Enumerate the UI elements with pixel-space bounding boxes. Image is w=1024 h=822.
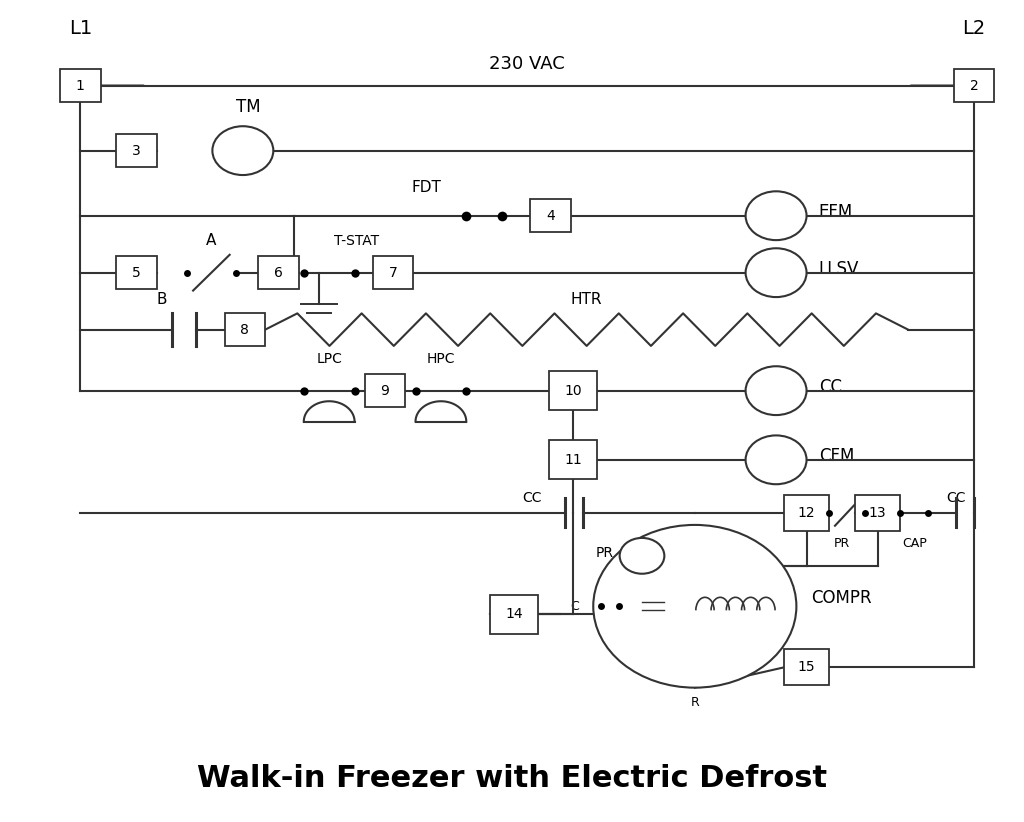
Text: LLSV: LLSV (819, 260, 859, 278)
Circle shape (745, 248, 807, 297)
Text: 7: 7 (389, 266, 397, 279)
Text: 12: 12 (798, 506, 815, 520)
Text: PR: PR (834, 537, 850, 550)
FancyBboxPatch shape (530, 200, 571, 232)
Text: LPC: LPC (316, 353, 342, 367)
Text: A: A (206, 233, 216, 248)
Text: 15: 15 (798, 660, 815, 674)
FancyBboxPatch shape (365, 374, 406, 407)
Circle shape (620, 538, 665, 574)
Text: R: R (690, 695, 699, 709)
FancyBboxPatch shape (116, 256, 157, 289)
Text: 2: 2 (970, 79, 979, 93)
Text: COMPR: COMPR (812, 589, 872, 607)
Text: HPC: HPC (427, 353, 455, 367)
Text: C: C (570, 600, 580, 612)
Text: CFM: CFM (819, 446, 854, 464)
Text: 11: 11 (564, 453, 582, 467)
Circle shape (745, 367, 807, 415)
Circle shape (593, 525, 797, 688)
Text: 4: 4 (546, 209, 555, 223)
Text: 13: 13 (868, 506, 887, 520)
FancyBboxPatch shape (953, 69, 994, 102)
Text: 5: 5 (132, 266, 140, 279)
Text: HTR: HTR (571, 292, 602, 307)
FancyBboxPatch shape (489, 595, 539, 634)
FancyBboxPatch shape (258, 256, 299, 289)
Text: 8: 8 (241, 322, 249, 337)
Text: OL: OL (657, 626, 671, 635)
Text: 230 VAC: 230 VAC (489, 54, 565, 72)
FancyBboxPatch shape (373, 256, 414, 289)
Text: CAP: CAP (902, 537, 927, 550)
Text: 9: 9 (381, 384, 389, 398)
FancyBboxPatch shape (855, 495, 900, 531)
Text: T-STAT: T-STAT (334, 234, 379, 248)
FancyBboxPatch shape (549, 371, 597, 410)
Text: S: S (726, 533, 735, 547)
FancyBboxPatch shape (549, 441, 597, 479)
Text: FDT: FDT (411, 179, 441, 195)
Text: CC: CC (946, 491, 966, 505)
Text: TM: TM (236, 99, 260, 117)
Text: B: B (157, 292, 167, 307)
Text: L2: L2 (963, 20, 986, 39)
Text: 14: 14 (505, 607, 523, 621)
Text: 6: 6 (274, 266, 283, 279)
Text: 10: 10 (564, 384, 582, 398)
FancyBboxPatch shape (60, 69, 100, 102)
Text: Walk-in Freezer with Electric Defrost: Walk-in Freezer with Electric Defrost (197, 764, 827, 793)
Circle shape (745, 436, 807, 484)
FancyBboxPatch shape (784, 495, 828, 531)
FancyBboxPatch shape (224, 313, 265, 346)
Text: INT: INT (656, 609, 673, 620)
Text: CC: CC (819, 377, 842, 395)
Circle shape (212, 127, 273, 175)
FancyBboxPatch shape (116, 134, 157, 167)
Text: 3: 3 (132, 144, 140, 158)
Text: EFM: EFM (819, 203, 853, 220)
FancyBboxPatch shape (784, 649, 828, 686)
Text: 1: 1 (76, 79, 85, 93)
Text: L1: L1 (69, 20, 92, 39)
Circle shape (745, 192, 807, 240)
Text: CC: CC (522, 491, 542, 505)
Text: PR: PR (596, 546, 613, 560)
